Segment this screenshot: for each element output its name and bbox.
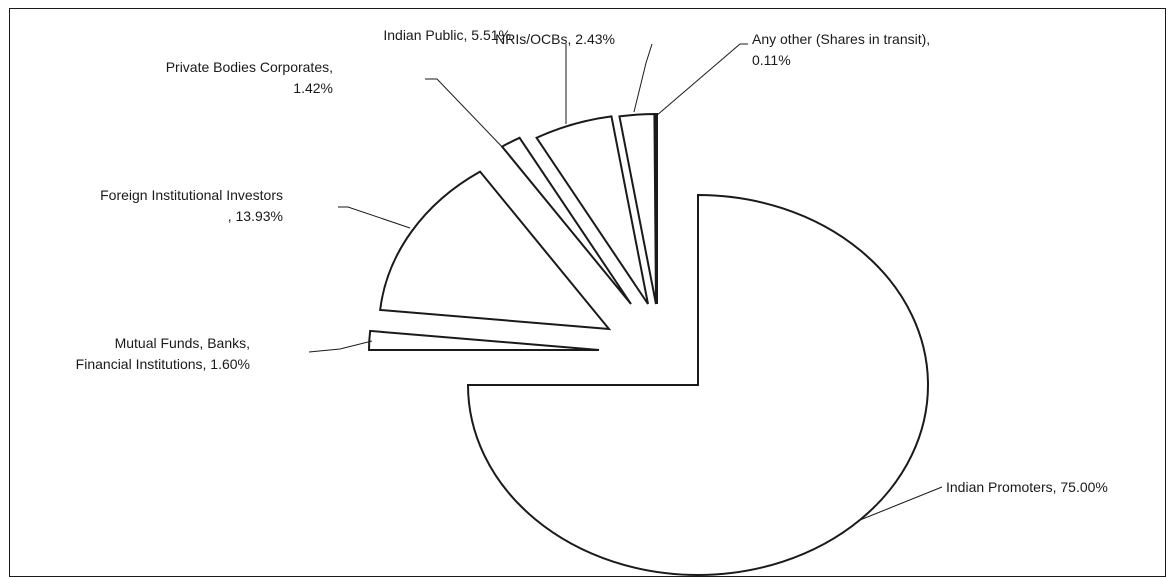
slice-label-6: Any other (Shares in transit), 0.11% bbox=[752, 31, 930, 68]
slice-label-2-line-0: Foreign Institutional Investors bbox=[100, 187, 283, 203]
slice-labels: Indian Promoters, 75.00% Mutual Funds, Ba… bbox=[76, 27, 1108, 495]
pie-slice-1 bbox=[367, 329, 600, 351]
pie-slice-5 bbox=[618, 112, 657, 305]
slice-label-2: Foreign Institutional Investors , 13.93% bbox=[100, 187, 283, 224]
slice-label-0-line-0: Indian Promoters, 75.00% bbox=[946, 479, 1108, 495]
slice-label-1: Mutual Funds, Banks, Financial Institutio… bbox=[76, 335, 250, 372]
pie-slices bbox=[367, 112, 929, 576]
leader-line-0 bbox=[859, 486, 943, 521]
slice-label-1-line-0: Mutual Funds, Banks, bbox=[115, 335, 250, 351]
slice-label-3-line-1: 1.42% bbox=[293, 80, 333, 96]
leader-lines bbox=[308, 43, 943, 521]
pie-slice-2 bbox=[379, 170, 612, 331]
slice-label-3-line-0: Private Bodies Corporates, bbox=[166, 59, 333, 75]
leader-line-3 bbox=[425, 78, 508, 153]
slice-label-4-line-0: Indian Public, 5.51% bbox=[383, 27, 511, 43]
slice-label-6-line-1: 0.11% bbox=[752, 52, 791, 68]
slice-label-6-line-0: Any other (Shares in transit), bbox=[752, 31, 930, 47]
slice-label-1-line-1: Financial Institutions, 1.60% bbox=[76, 356, 250, 372]
leader-line-2 bbox=[338, 206, 411, 229]
leader-line-6 bbox=[655, 43, 748, 117]
slice-label-2-line-1: , 13.93% bbox=[228, 208, 283, 224]
slice-label-5: NRIs/OCBs, 2.43% bbox=[495, 31, 615, 47]
leader-line-5 bbox=[633, 43, 653, 113]
slice-label-0: Indian Promoters, 75.00% bbox=[946, 479, 1108, 495]
slice-label-3: Private Bodies Corporates, 1.42% bbox=[166, 59, 333, 96]
slice-label-4: Indian Public, 5.51% bbox=[383, 27, 511, 43]
pie-slice-6 bbox=[654, 112, 658, 305]
leader-line-1 bbox=[308, 340, 373, 353]
pie-slice-4 bbox=[535, 115, 649, 305]
slice-label-5-line-0: NRIs/OCBs, 2.43% bbox=[495, 31, 615, 47]
